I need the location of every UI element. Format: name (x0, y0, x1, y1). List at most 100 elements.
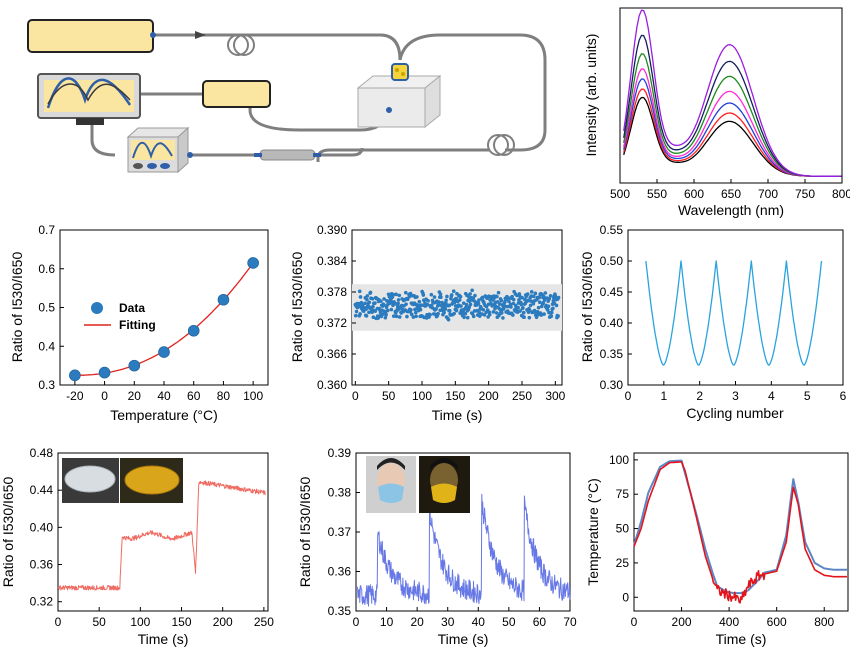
stability-point (403, 290, 408, 295)
x-tick-label: 100 (130, 615, 150, 629)
detector-box (202, 80, 271, 108)
stability-point (439, 295, 443, 300)
stability-point (436, 311, 440, 316)
stability-point (358, 312, 362, 316)
port-dot (150, 32, 156, 38)
stability-point (543, 291, 548, 295)
stability-point (528, 303, 533, 308)
light-source-box (27, 19, 154, 53)
stability-point (413, 307, 417, 312)
stability-point (496, 290, 501, 295)
stability-point (364, 314, 369, 318)
stability-point (383, 315, 388, 320)
stability-point (549, 314, 554, 318)
computer-icon (37, 73, 141, 125)
sample-chamber-icon (356, 63, 442, 129)
y-tick-label: 0.45 (600, 285, 624, 299)
stability-point (535, 310, 540, 314)
stability-point (371, 315, 376, 320)
x-tick-label: 600 (684, 187, 704, 201)
stability-point (463, 311, 468, 316)
x-tick-label: 800 (832, 187, 850, 201)
stability-point (516, 305, 520, 310)
stability-point (404, 302, 408, 306)
stability-point (542, 312, 546, 316)
y-tick-label: 0.3 (38, 378, 55, 392)
stability-point (370, 297, 375, 301)
breathing-ylabel: Ratio of I530/I650 (297, 477, 313, 588)
stability-point (457, 298, 462, 302)
stability-point (365, 297, 369, 302)
cycling-line (645, 260, 823, 366)
y-tick-label: 0.5 (38, 301, 55, 315)
stability-point (382, 297, 386, 301)
stability-point (381, 312, 385, 316)
stability-point (411, 315, 416, 319)
stability-point (413, 310, 418, 315)
x-tick-label: 0 (625, 389, 632, 403)
breathing-xlabel: Time (s) (438, 631, 489, 647)
fiber-connector-icon (254, 149, 321, 161)
x-tick-label: 60 (533, 615, 547, 629)
stability-point (446, 317, 451, 322)
stability-point (454, 296, 458, 301)
stability-point (468, 292, 472, 296)
stability-point (464, 302, 469, 307)
stability-point (384, 313, 388, 317)
stability-point (551, 306, 555, 311)
x-tick-label: 250 (254, 615, 274, 629)
y-tick-label: 0.360 (317, 378, 347, 392)
stability-point (501, 316, 505, 320)
x-tick-label: 200 (213, 615, 233, 629)
stability-point (533, 291, 538, 296)
stability-point (503, 299, 507, 304)
stability-point (476, 301, 481, 306)
stability-point (353, 313, 358, 318)
stability-point (493, 304, 498, 308)
stability-point (502, 304, 507, 309)
stability-point (481, 307, 486, 312)
data-point (98, 366, 111, 379)
y-tick-label: 0.44 (30, 483, 54, 497)
stability-point (494, 311, 499, 315)
stability-point (539, 313, 544, 317)
y-tick-label: 50 (616, 522, 630, 536)
stability-point (381, 303, 386, 308)
y-tick-label: 0.39 (328, 446, 352, 460)
stability-point (365, 294, 370, 298)
stability-point (385, 308, 390, 313)
stability-point (414, 314, 418, 319)
stability-point (447, 308, 452, 313)
stability-point (452, 311, 456, 316)
stability-point (393, 301, 397, 306)
stability-point (442, 310, 446, 315)
x-tick-label: 40 (157, 389, 171, 403)
stability-point (437, 300, 441, 304)
liquid-ylabel: Ratio of I530/I650 (0, 477, 16, 588)
x-tick-label: 100 (412, 389, 432, 403)
x-tick-label: 750 (795, 187, 815, 201)
stability-point (368, 290, 373, 295)
stability-point (556, 295, 561, 300)
stability-xlabel: Time (s) (432, 407, 483, 423)
x-tick-label: 800 (814, 615, 834, 629)
mask-photos (366, 456, 470, 513)
stability-point (373, 301, 377, 305)
stability-point (527, 315, 532, 320)
y-tick-label: 0.6 (38, 262, 55, 276)
y-tick-label: 0.55 (600, 223, 624, 237)
stability-point (467, 299, 472, 304)
stability-point (536, 305, 541, 310)
x-tick-label: 6 (840, 389, 847, 403)
stability-point (537, 300, 542, 305)
stability-point (522, 315, 526, 320)
stability-point (428, 312, 432, 317)
y-tick-label: 0.4 (38, 339, 55, 353)
port-dot (187, 152, 193, 158)
spectrum-line (623, 9, 842, 177)
stability-point (507, 299, 511, 304)
stability-point (480, 295, 485, 300)
y-tick-label: 25 (616, 556, 630, 570)
stability-point (415, 295, 419, 299)
fiber-coil-icon (227, 34, 515, 156)
